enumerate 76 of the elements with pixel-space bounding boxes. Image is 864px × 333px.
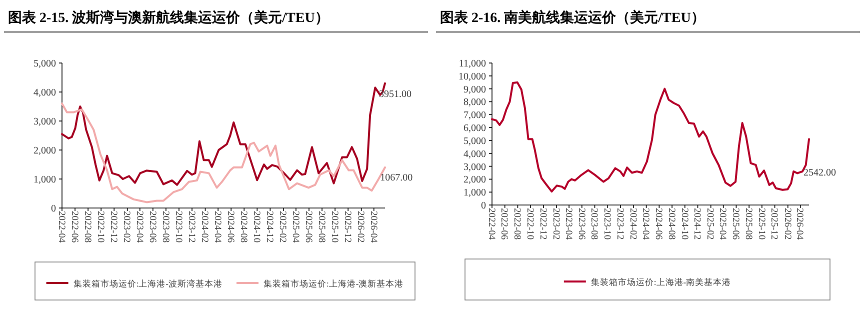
x-tick-label: 2025-06 <box>730 208 740 240</box>
x-tick-label: 2023-12 <box>186 211 196 243</box>
y-tick-label: 6,000 <box>464 123 486 134</box>
x-tick-label: 2023-10 <box>172 211 183 243</box>
x-tick-label: 2023-12 <box>614 208 624 240</box>
x-tick-label: 2024-12 <box>264 211 274 243</box>
x-tick-label: 2022-12 <box>537 208 548 240</box>
x-tick-label: 2025-06 <box>302 211 313 243</box>
x-tick-label: 2023-06 <box>576 208 586 240</box>
x-tick-label: 2023-02 <box>121 211 132 243</box>
x-tick-label: 2024-08 <box>238 211 248 243</box>
x-tick-label: 2022-10 <box>94 211 105 243</box>
x-tick-label: 2022-12 <box>108 211 118 243</box>
x-tick-label: 2022-08 <box>82 211 92 243</box>
x-tick-label: 2024-12 <box>692 208 702 240</box>
x-tick-label: 2024-02 <box>627 208 638 240</box>
x-tick-label: 2024-02 <box>199 211 210 243</box>
y-tick-label: 1,000 <box>34 174 56 186</box>
x-tick-label: 2022-06 <box>68 211 79 243</box>
x-tick-label: 2023-04 <box>562 208 573 240</box>
x-tick-label: 2024-06 <box>224 211 235 243</box>
y-tick-label: 3,000 <box>464 162 486 173</box>
x-tick-label: 2025-04 <box>290 211 300 243</box>
x-tick-label: 2023-04 <box>134 211 144 243</box>
x-tick-label: 2025-10 <box>328 211 339 243</box>
annotation: 1067.00 <box>380 172 413 184</box>
y-tick-label: 7,000 <box>464 110 486 122</box>
x-tick-label: 2026-02 <box>782 208 792 240</box>
y-tick-label: 4,000 <box>464 148 486 160</box>
x-tick-label: 2025-12 <box>342 211 352 243</box>
x-tick-label: 2025-02 <box>277 211 288 243</box>
y-tick-label: 2,000 <box>34 146 56 156</box>
x-tick-label: 2023-10 <box>602 208 612 240</box>
x-tick-label: 2025-08 <box>316 211 326 243</box>
legend-label: 集装箱市场运价:上海港-澳新基本港 <box>264 278 404 288</box>
y-tick-label: 2,000 <box>464 174 486 186</box>
y-tick-label: 4,000 <box>34 88 56 98</box>
y-tick-label: 8,000 <box>464 97 486 108</box>
chart-title: 图表 2-16. 南美航线集运运价（美元/TEU） <box>440 9 705 26</box>
x-tick-label: 2026-04 <box>794 208 804 240</box>
x-tick-label: 2022-04 <box>486 208 496 240</box>
x-tick-label: 2025-08 <box>742 208 753 240</box>
x-tick-label: 2024-04 <box>212 211 222 243</box>
annotation: 3951.00 <box>379 88 412 100</box>
x-tick-label: 2024-04 <box>640 208 650 240</box>
x-tick-label: 2022-08 <box>512 208 522 240</box>
x-tick-label: 2026-02 <box>355 211 366 243</box>
x-tick-label: 2024-08 <box>666 208 676 240</box>
y-tick-label: 5,000 <box>34 58 56 70</box>
x-tick-label: 2026-04 <box>368 211 378 243</box>
x-tick-label: 2025-12 <box>768 208 779 240</box>
chart-title: 图表 2-15. 波斯湾与澳新航线集运运价（美元/TEU） <box>8 9 329 26</box>
x-tick-label: 2022-06 <box>498 208 509 240</box>
y-tick-label: 10,000 <box>458 71 486 82</box>
y-tick-label: 1,000 <box>464 188 486 199</box>
x-tick-label: 2025-10 <box>756 208 766 240</box>
x-tick-label: 2025-02 <box>704 208 715 240</box>
annotation: 2542.00 <box>804 168 836 179</box>
y-tick-label: 11,000 <box>458 58 486 70</box>
x-tick-label: 2025-04 <box>717 208 728 240</box>
y-tick-label: 0 <box>51 204 56 214</box>
x-tick-label: 2022-04 <box>56 211 66 243</box>
x-tick-label: 2024-06 <box>653 208 664 240</box>
y-tick-label: 3,000 <box>34 116 56 128</box>
y-tick-label: 9,000 <box>464 84 486 96</box>
legend-label: 集装箱市场运价:上海港-波斯湾基本港 <box>73 278 222 288</box>
x-tick-label: 2024-10 <box>678 208 689 240</box>
x-tick-label: 2023-08 <box>588 208 599 240</box>
x-tick-label: 2022-10 <box>524 208 534 240</box>
y-tick-label: 0 <box>481 200 486 212</box>
x-tick-label: 2023-08 <box>160 211 170 243</box>
x-tick-label: 2023-06 <box>146 211 157 243</box>
x-tick-label: 2023-02 <box>550 208 560 240</box>
x-tick-label: 2024-10 <box>250 211 261 243</box>
legend-label: 集装箱市场运价:上海港-南美基本港 <box>590 277 732 287</box>
y-tick-label: 5,000 <box>464 136 486 147</box>
